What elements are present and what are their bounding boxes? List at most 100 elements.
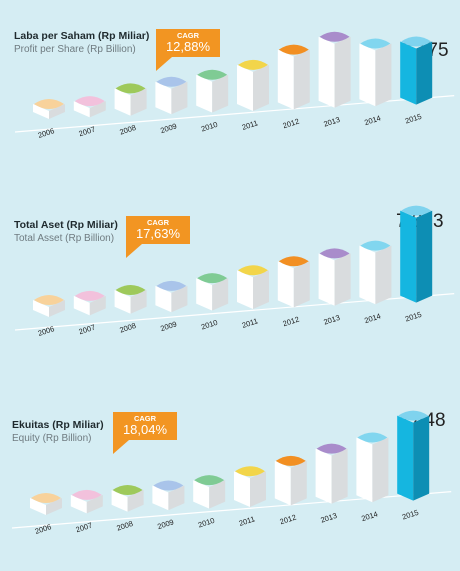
bar-front-face <box>318 36 335 108</box>
bar-2014 <box>359 240 392 305</box>
bar-top <box>275 455 306 466</box>
bar-front-face <box>70 494 87 514</box>
x-tick-label: 2015 <box>404 112 423 126</box>
bar-front-face <box>359 43 376 107</box>
bar-top <box>235 466 265 477</box>
bar-side-face <box>413 415 430 501</box>
x-tick-label: 2012 <box>279 513 298 527</box>
bar-side-face <box>253 64 269 111</box>
chart-panel-total-asset: Total Aset (Rp Miliar) Total Asset (Rp B… <box>0 190 460 380</box>
bar-front-face <box>237 270 253 309</box>
bar-2011 <box>234 466 266 507</box>
bar-side-face <box>89 101 106 118</box>
bar-front-face <box>400 210 417 303</box>
bar-side-face <box>334 36 351 108</box>
bar-front-face <box>152 485 169 511</box>
bar-top <box>194 475 225 486</box>
bar-2010 <box>196 69 229 113</box>
x-tick-label: 2014 <box>363 113 382 127</box>
bar-2009 <box>152 480 185 511</box>
bar-side-face <box>130 88 147 116</box>
cagr-label: CAGR <box>176 31 200 40</box>
bar-front-face <box>33 104 49 119</box>
bar-chart-eps: 2006 2007 2008 2009 2010 2011 2012 2013 2014 2015 <box>14 31 455 140</box>
x-tick-label: 2009 <box>159 319 178 333</box>
bar-2010 <box>193 475 226 509</box>
bar-top <box>398 410 429 421</box>
bar-top <box>316 443 347 454</box>
bar-side-face <box>49 300 65 317</box>
cagr-label: CAGR <box>133 414 157 423</box>
x-tick-label: 2012 <box>282 315 301 329</box>
bar-front-face <box>196 74 213 113</box>
bar-2015 <box>397 410 430 501</box>
x-tick-label: 2008 <box>118 123 137 137</box>
cagr-badge-tail <box>113 440 129 454</box>
bar-2009 <box>155 76 188 115</box>
x-tick-label: 2014 <box>360 509 379 523</box>
bar-front-face <box>277 49 294 110</box>
chart-subtitle: Profit per Share (Rp Billion) <box>14 44 136 55</box>
bar-side-face <box>375 43 392 107</box>
x-tick-label: 2008 <box>115 519 134 533</box>
bar-front-face <box>315 448 332 504</box>
bar-2013 <box>318 248 351 306</box>
x-tick-label: 2015 <box>401 508 420 522</box>
x-tick-label: 2011 <box>238 514 256 528</box>
x-tick-label: 2010 <box>200 120 219 134</box>
bar-top <box>278 44 309 55</box>
bar-2012 <box>274 455 307 506</box>
bar-2015 <box>400 205 433 303</box>
bar-front-face <box>33 300 49 317</box>
bar-front-face <box>277 261 294 308</box>
cagr-badge: CAGR 12,88% <box>156 29 220 57</box>
bar-2007 <box>73 96 106 118</box>
bar-side-face <box>375 245 392 305</box>
chart-subtitle: Equity (Rp Billion) <box>12 433 92 444</box>
bar-front-face <box>114 88 131 116</box>
x-tick-label: 2012 <box>282 117 301 131</box>
bar-2006 <box>33 99 65 119</box>
x-tick-label: 2006 <box>34 522 53 536</box>
cagr-value: 17,63% <box>135 226 181 241</box>
bar-side-face <box>290 460 307 506</box>
bar-side-face <box>171 285 188 313</box>
bar-side-face <box>331 448 348 504</box>
bar-side-face <box>86 494 103 514</box>
bar-side-face <box>46 498 62 515</box>
bar-side-face <box>212 74 229 113</box>
bar-top <box>34 99 64 109</box>
bar-2006 <box>33 295 65 317</box>
bar-top <box>112 485 143 496</box>
bar-front-face <box>318 253 335 306</box>
bar-front-face <box>359 245 376 305</box>
x-tick-label: 2010 <box>197 516 216 530</box>
bar-side-face <box>168 485 185 511</box>
bar-top <box>71 489 102 500</box>
bar-front-face <box>274 460 291 506</box>
bar-chart-total-asset: 2006 2007 2008 2009 2010 2011 2012 2013 2014 2015 <box>14 205 455 338</box>
bar-2011 <box>237 265 269 309</box>
chart-panel-equity: Ekuitas (Rp Miliar) Equity (Rp Billion) … <box>0 380 460 571</box>
bar-2014 <box>356 432 389 503</box>
cagr-value: 12,88% <box>165 39 211 54</box>
bar-2008 <box>114 284 147 314</box>
x-tick-label: 2008 <box>118 321 137 335</box>
bar-2006 <box>30 493 62 515</box>
bar-top <box>31 493 61 503</box>
x-tick-label: 2006 <box>37 324 56 338</box>
x-tick-label: 2010 <box>200 318 219 332</box>
cagr-badge-tail <box>126 244 142 258</box>
bar-2015 <box>400 36 433 105</box>
bar-side-face <box>212 278 229 311</box>
bar-2014 <box>359 38 392 107</box>
bar-front-face <box>155 285 172 313</box>
cagr-label: CAGR <box>146 218 170 227</box>
bar-front-face <box>73 295 90 316</box>
bar-front-face <box>237 64 253 111</box>
chart-subtitle: Total Asset (Rp Billion) <box>14 233 115 244</box>
bar-top <box>360 38 391 49</box>
x-tick-label: 2015 <box>404 310 423 324</box>
bar-front-face <box>400 41 417 105</box>
bar-chart-equity: 2006 2007 2008 2009 2010 2011 2012 2013 2014 2015 <box>11 410 452 536</box>
